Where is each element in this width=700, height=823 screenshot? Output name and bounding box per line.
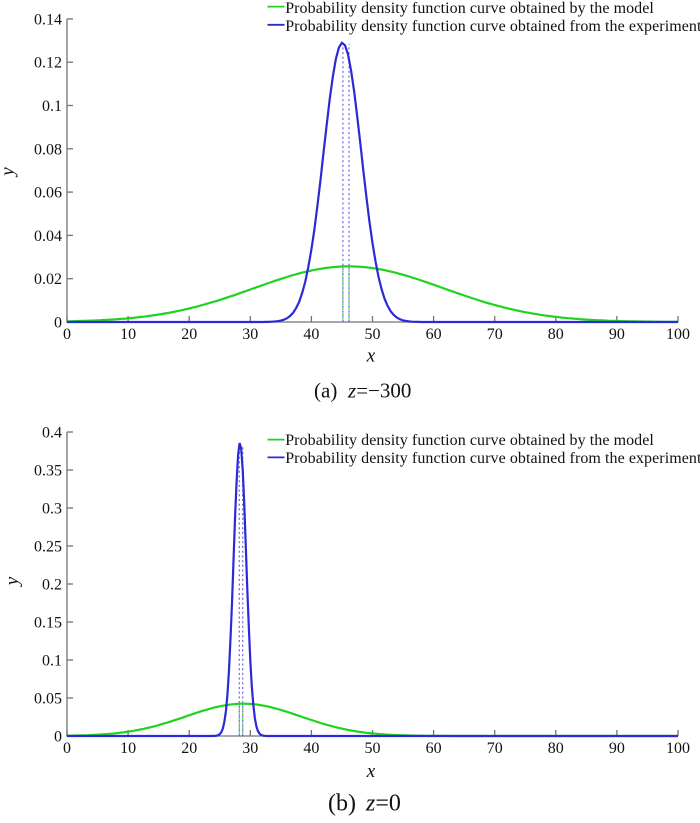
svg-text:60: 60 xyxy=(426,326,442,343)
svg-text:0.3: 0.3 xyxy=(42,501,62,518)
svg-text:0.4: 0.4 xyxy=(42,425,62,442)
svg-text:0.02: 0.02 xyxy=(34,271,62,288)
svg-text:90: 90 xyxy=(609,326,625,343)
svg-text:0.14: 0.14 xyxy=(34,11,62,28)
svg-text:0.1: 0.1 xyxy=(42,653,62,670)
svg-text:Probability density function c: Probability density function curve obtai… xyxy=(285,432,654,449)
svg-text:100: 100 xyxy=(666,326,690,343)
svg-text:y: y xyxy=(0,167,19,178)
svg-text:80: 80 xyxy=(548,326,564,343)
svg-text:0.25: 0.25 xyxy=(34,539,62,556)
svg-text:90: 90 xyxy=(609,740,625,757)
svg-text:10: 10 xyxy=(120,740,136,757)
svg-text:30: 30 xyxy=(242,326,258,343)
svg-text:0: 0 xyxy=(54,315,62,332)
svg-text:0: 0 xyxy=(63,326,71,343)
svg-text:(a): (a) xyxy=(314,379,337,403)
svg-text:Probability density function c: Probability density function curve obtai… xyxy=(285,0,654,17)
svg-text:0.04: 0.04 xyxy=(34,228,62,245)
svg-text:0.35: 0.35 xyxy=(34,463,62,480)
svg-text:100: 100 xyxy=(666,740,690,757)
svg-text:80: 80 xyxy=(548,740,564,757)
svg-text:40: 40 xyxy=(303,740,319,757)
svg-text:50: 50 xyxy=(365,326,381,343)
svg-text:20: 20 xyxy=(181,740,197,757)
svg-text:50: 50 xyxy=(365,740,381,757)
svg-text:(b): (b) xyxy=(328,791,356,817)
svg-text:x: x xyxy=(366,346,376,367)
svg-text:x: x xyxy=(366,761,376,782)
svg-text:z=−300: z=−300 xyxy=(347,379,411,403)
svg-text:60: 60 xyxy=(426,740,442,757)
svg-text:30: 30 xyxy=(242,740,258,757)
svg-text:0.15: 0.15 xyxy=(34,615,62,632)
svg-text:20: 20 xyxy=(181,326,197,343)
svg-text:40: 40 xyxy=(303,326,319,343)
svg-text:0.2: 0.2 xyxy=(42,577,62,594)
svg-text:10: 10 xyxy=(120,326,136,343)
svg-text:70: 70 xyxy=(487,326,503,343)
svg-text:0.1: 0.1 xyxy=(42,98,62,115)
svg-text:z=0: z=0 xyxy=(365,791,401,817)
svg-text:0.12: 0.12 xyxy=(34,55,62,72)
svg-text:70: 70 xyxy=(487,740,503,757)
svg-text:Probability density function c: Probability density function curve obtai… xyxy=(285,18,700,35)
svg-text:0.08: 0.08 xyxy=(34,141,62,158)
svg-text:0: 0 xyxy=(63,740,71,757)
svg-text:Probability density function c: Probability density function curve obtai… xyxy=(285,450,700,467)
svg-text:0.05: 0.05 xyxy=(34,691,62,708)
svg-text:0.06: 0.06 xyxy=(34,185,62,202)
svg-text:0: 0 xyxy=(54,729,62,746)
svg-text:y: y xyxy=(2,576,23,587)
